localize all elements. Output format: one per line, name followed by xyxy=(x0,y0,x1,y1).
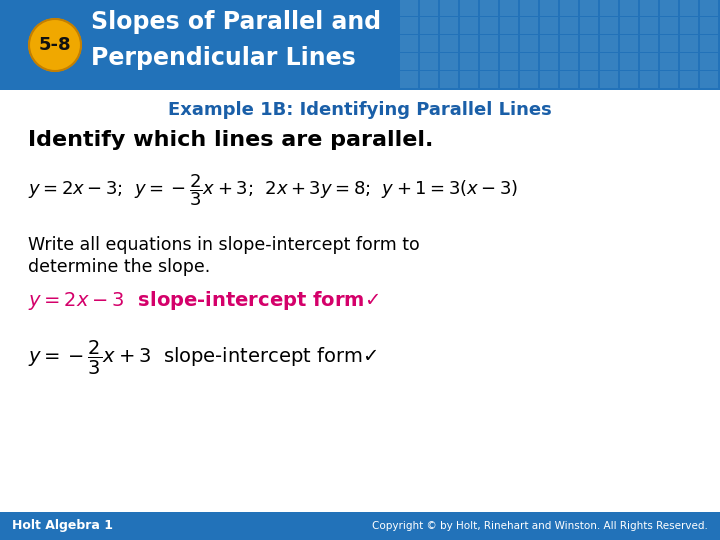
Bar xyxy=(440,71,458,88)
Text: $y = 2x - 3$;  $y = -\dfrac{2}{3}x + 3$;  $2x + 3y = 8$;  $y + 1 = 3(x - 3)$: $y = 2x - 3$; $y = -\dfrac{2}{3}x + 3$; … xyxy=(28,172,518,208)
Bar xyxy=(560,71,578,88)
Bar xyxy=(660,71,678,88)
Bar xyxy=(620,53,638,70)
Bar xyxy=(580,35,598,52)
Bar xyxy=(460,35,478,52)
Bar xyxy=(480,17,498,34)
Bar xyxy=(480,0,498,16)
Bar xyxy=(440,53,458,70)
Bar xyxy=(500,35,518,52)
Bar xyxy=(640,35,658,52)
Text: Slopes of Parallel and: Slopes of Parallel and xyxy=(91,10,381,34)
Bar xyxy=(700,0,718,16)
Bar xyxy=(480,35,498,52)
Bar xyxy=(480,53,498,70)
Text: determine the slope.: determine the slope. xyxy=(28,258,210,276)
Bar xyxy=(660,35,678,52)
Bar xyxy=(600,71,618,88)
Text: $y = 2x - 3$  slope-intercept form$\checkmark$: $y = 2x - 3$ slope-intercept form$\check… xyxy=(28,288,379,312)
Bar xyxy=(0,512,720,540)
Bar xyxy=(700,17,718,34)
Bar xyxy=(400,53,418,70)
Bar xyxy=(400,71,418,88)
Bar xyxy=(560,0,578,16)
Text: Identify which lines are parallel.: Identify which lines are parallel. xyxy=(28,130,433,150)
Bar xyxy=(560,35,578,52)
Bar xyxy=(580,71,598,88)
Text: Perpendicular Lines: Perpendicular Lines xyxy=(91,46,356,70)
Bar xyxy=(540,17,558,34)
Bar xyxy=(500,17,518,34)
Bar xyxy=(680,35,698,52)
Bar xyxy=(680,71,698,88)
Bar xyxy=(400,0,418,16)
Bar xyxy=(660,0,678,16)
Bar xyxy=(520,0,538,16)
Bar xyxy=(680,53,698,70)
Bar xyxy=(400,35,418,52)
Bar xyxy=(660,53,678,70)
Bar xyxy=(540,0,558,16)
Bar xyxy=(420,71,438,88)
Text: Holt Algebra 1: Holt Algebra 1 xyxy=(12,519,113,532)
Bar xyxy=(500,53,518,70)
Bar xyxy=(460,17,478,34)
Bar xyxy=(500,71,518,88)
Bar xyxy=(460,53,478,70)
Text: Example 1B: Identifying Parallel Lines: Example 1B: Identifying Parallel Lines xyxy=(168,101,552,119)
Bar xyxy=(440,17,458,34)
Bar xyxy=(600,17,618,34)
Bar xyxy=(600,35,618,52)
Bar xyxy=(640,71,658,88)
Bar xyxy=(680,17,698,34)
Bar xyxy=(520,71,538,88)
Text: Write all equations in slope-intercept form to: Write all equations in slope-intercept f… xyxy=(28,236,420,254)
Bar xyxy=(420,35,438,52)
Bar xyxy=(700,35,718,52)
Bar xyxy=(560,53,578,70)
Bar xyxy=(620,17,638,34)
Bar xyxy=(420,0,438,16)
Bar xyxy=(620,71,638,88)
Bar xyxy=(520,17,538,34)
Bar xyxy=(420,53,438,70)
Bar xyxy=(520,35,538,52)
Bar xyxy=(600,0,618,16)
Bar xyxy=(680,0,698,16)
Circle shape xyxy=(29,19,81,71)
Bar xyxy=(420,17,438,34)
Bar xyxy=(700,71,718,88)
Bar xyxy=(540,53,558,70)
Text: Copyright © by Holt, Rinehart and Winston. All Rights Reserved.: Copyright © by Holt, Rinehart and Winsto… xyxy=(372,521,708,531)
Bar xyxy=(640,0,658,16)
Bar xyxy=(580,0,598,16)
Bar xyxy=(700,53,718,70)
Bar xyxy=(440,35,458,52)
Bar xyxy=(600,53,618,70)
Bar xyxy=(480,71,498,88)
Text: $y = -\dfrac{2}{3}x + 3$  slope-intercept form$\checkmark$: $y = -\dfrac{2}{3}x + 3$ slope-intercept… xyxy=(28,339,377,377)
Text: 5-8: 5-8 xyxy=(39,36,71,54)
Bar xyxy=(660,17,678,34)
Bar xyxy=(0,0,720,90)
Bar xyxy=(560,17,578,34)
Bar xyxy=(500,0,518,16)
Bar xyxy=(580,17,598,34)
Bar xyxy=(460,0,478,16)
Bar xyxy=(540,35,558,52)
Bar xyxy=(460,71,478,88)
Bar xyxy=(620,0,638,16)
Bar xyxy=(640,53,658,70)
Bar xyxy=(640,17,658,34)
Bar xyxy=(580,53,598,70)
Bar xyxy=(520,53,538,70)
Bar xyxy=(440,0,458,16)
Bar xyxy=(620,35,638,52)
Bar xyxy=(540,71,558,88)
Bar xyxy=(400,17,418,34)
